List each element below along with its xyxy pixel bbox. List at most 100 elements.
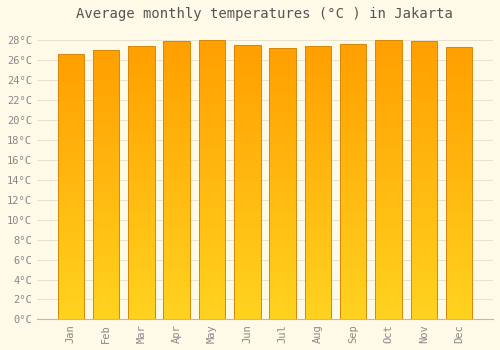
Bar	[93, 181, 120, 185]
Bar	[375, 155, 402, 159]
Bar	[410, 128, 437, 131]
Bar	[198, 257, 225, 260]
Bar	[304, 241, 331, 244]
Bar	[410, 316, 437, 320]
Bar	[198, 253, 225, 257]
Bar	[340, 237, 366, 240]
Bar	[410, 166, 437, 170]
Bar	[304, 210, 331, 214]
Bar	[304, 90, 331, 94]
Bar	[93, 80, 120, 84]
Bar	[234, 110, 260, 113]
Bar	[304, 285, 331, 289]
Bar	[198, 96, 225, 99]
Bar	[340, 202, 366, 206]
Bar	[58, 243, 84, 246]
Bar	[164, 218, 190, 222]
Bar	[270, 282, 296, 286]
Bar	[304, 203, 331, 206]
Bar	[93, 50, 120, 320]
Bar	[58, 237, 84, 240]
Bar	[304, 121, 331, 125]
Bar	[410, 215, 437, 218]
Bar	[375, 281, 402, 285]
Bar	[128, 107, 154, 111]
Bar	[198, 197, 225, 201]
Bar	[128, 299, 154, 302]
Bar	[340, 127, 366, 130]
Bar	[270, 201, 296, 204]
Bar	[340, 271, 366, 275]
Bar	[128, 313, 154, 316]
Bar	[304, 261, 331, 265]
Bar	[375, 82, 402, 85]
Bar	[58, 217, 84, 220]
Bar	[128, 289, 154, 292]
Bar	[234, 285, 260, 288]
Bar	[164, 114, 190, 118]
Bar	[375, 173, 402, 176]
Bar	[234, 120, 260, 124]
Bar	[198, 295, 225, 299]
Bar	[304, 313, 331, 316]
Bar	[375, 127, 402, 131]
Bar	[198, 124, 225, 127]
Bar	[164, 191, 190, 194]
Bar	[410, 222, 437, 225]
Bar	[164, 100, 190, 104]
Bar	[304, 135, 331, 138]
Bar	[304, 94, 331, 97]
Bar	[128, 90, 154, 94]
Bar	[58, 309, 84, 313]
Bar	[375, 222, 402, 225]
Bar	[304, 60, 331, 63]
Bar	[198, 204, 225, 208]
Bar	[304, 162, 331, 166]
Bar	[410, 107, 437, 111]
Bar	[340, 44, 366, 47]
Bar	[93, 259, 120, 262]
Bar	[340, 113, 366, 116]
Bar	[198, 40, 225, 320]
Bar	[128, 145, 154, 148]
Bar	[270, 228, 296, 231]
Bar	[446, 67, 472, 71]
Bar	[304, 309, 331, 313]
Bar	[58, 177, 84, 180]
Bar	[375, 120, 402, 124]
Bar	[410, 225, 437, 229]
Bar	[270, 275, 296, 279]
Bar	[234, 189, 260, 192]
Bar	[128, 131, 154, 135]
Bar	[128, 142, 154, 145]
Bar	[93, 74, 120, 77]
Bar	[446, 289, 472, 292]
Bar	[410, 86, 437, 90]
Bar	[128, 155, 154, 159]
Bar	[58, 74, 84, 77]
Bar	[198, 141, 225, 145]
Bar	[340, 192, 366, 195]
Bar	[304, 100, 331, 104]
Bar	[446, 156, 472, 159]
Bar	[93, 276, 120, 279]
Bar	[234, 107, 260, 110]
Bar	[304, 49, 331, 53]
Bar	[270, 234, 296, 238]
Bar	[270, 109, 296, 112]
Bar	[340, 123, 366, 127]
Bar	[93, 299, 120, 303]
Bar	[164, 239, 190, 243]
Bar	[58, 293, 84, 296]
Bar	[340, 247, 366, 251]
Bar	[340, 309, 366, 313]
Bar	[198, 159, 225, 162]
Bar	[270, 102, 296, 106]
Bar	[198, 302, 225, 306]
Bar	[340, 209, 366, 213]
Bar	[270, 116, 296, 119]
Bar	[93, 134, 120, 138]
Bar	[375, 96, 402, 99]
Bar	[164, 128, 190, 131]
Bar	[58, 147, 84, 150]
